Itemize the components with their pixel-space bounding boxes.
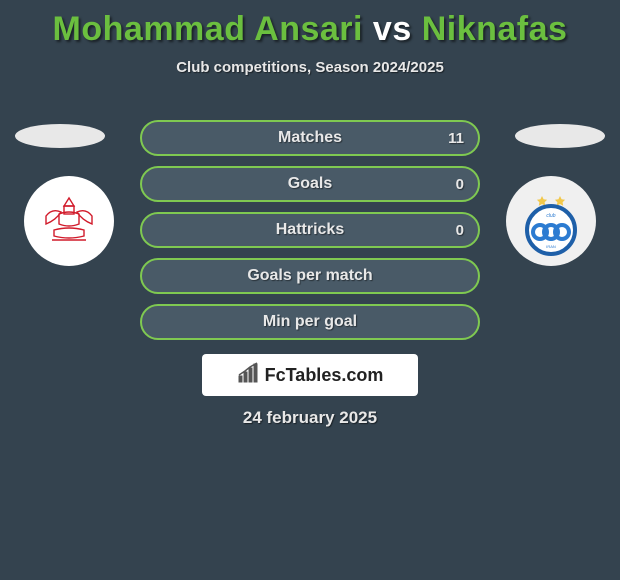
stats-panel: Matches 11 Goals 0 Hattricks 0 Goals per match… [140,120,480,350]
page-title: Mohammad Ansari vs Niknafas [0,0,620,49]
brand-text: FcTables.com [265,365,384,386]
club-right-emblem: club IRAN [518,194,584,254]
svg-text:club: club [546,213,555,219]
stat-label: Goals [288,175,332,193]
title-vs: vs [373,10,412,48]
stat-row: Goals 0 [140,166,480,202]
title-player2: Niknafas [422,10,568,48]
svg-text:IRAN: IRAN [546,244,556,249]
stat-value-right: 0 [456,176,464,193]
stat-label: Min per goal [263,313,357,331]
player2-avatar-placeholder [515,124,605,148]
date-label: 24 february 2025 [0,408,620,428]
stat-value-right: 0 [456,222,464,239]
player1-club-badge [24,176,114,266]
brand-watermark: FcTables.com [202,354,418,396]
stat-row: Hattricks 0 [140,212,480,248]
player1-avatar-placeholder [15,124,105,148]
stat-label: Hattricks [276,221,344,239]
stat-label: Matches [278,129,342,147]
subtitle: Club competitions, Season 2024/2025 [0,59,620,76]
brand-chart-icon [237,362,261,389]
stat-label: Goals per match [247,267,372,285]
stat-row: Matches 11 [140,120,480,156]
stat-value-right: 11 [448,130,464,147]
title-player1: Mohammad Ansari [53,10,363,48]
stat-row: Goals per match [140,258,480,294]
stat-row: Min per goal [140,304,480,340]
club-left-emblem [34,186,104,256]
player2-club-badge: club IRAN [506,176,596,266]
